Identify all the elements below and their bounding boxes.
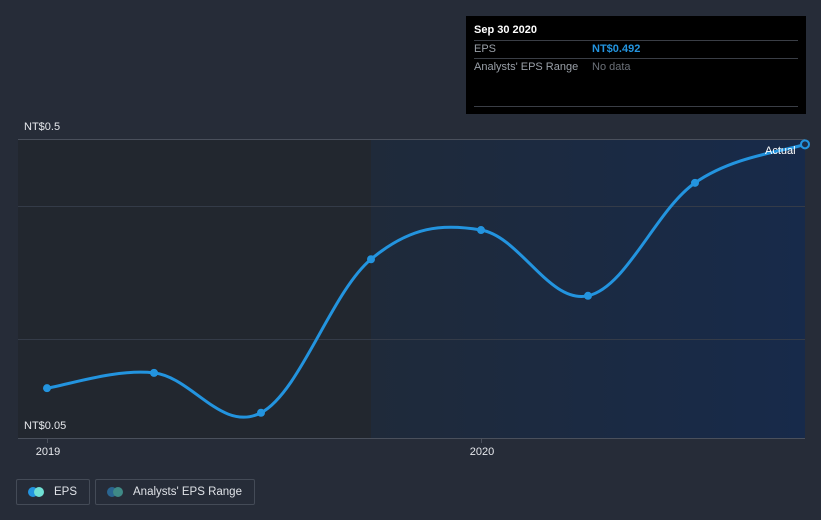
actual-label: Actual [765,145,796,157]
legend-range-label: Analysts' EPS Range [133,486,242,498]
legend-eps-label: EPS [54,486,78,498]
eps-data-point[interactable] [691,178,699,187]
tooltip-eps-value: NT$0.492 [592,43,641,55]
tooltip: Sep 30 2020 EPS NT$0.492 Analysts' EPS R… [466,16,806,114]
eps-data-point[interactable] [257,408,265,417]
eps-data-point[interactable] [584,291,592,300]
recent-region [371,139,805,438]
tooltip-range-label: Analysts' EPS Range [474,61,579,73]
y-axis-top-label: NT$0.5 [24,121,61,133]
legend-item-eps[interactable]: EPS [16,479,91,505]
tooltip-row-eps: EPS NT$0.492 [474,40,798,58]
eps-data-point[interactable] [477,226,485,235]
tooltip-date: Sep 30 2020 [474,24,537,36]
tooltip-row-range: Analysts' EPS Range No data [474,58,798,76]
eps-data-point[interactable] [367,255,375,264]
analysts-range-legend-icon [107,487,124,497]
eps-data-point[interactable] [150,368,158,377]
past-region [18,139,371,438]
eps-line [45,142,807,419]
chart-plot [18,139,810,443]
legend-item-analysts-range[interactable]: Analysts' EPS Range [95,479,255,505]
y-axis-bottom-label: NT$0.05 [24,420,67,432]
tooltip-divider [474,106,798,107]
tooltip-range-value: No data [592,61,631,73]
x-tick-label-2020: 2020 [469,446,495,458]
eps-data-point[interactable] [43,384,51,393]
eps-data-point[interactable] [800,139,810,150]
eps-legend-icon [28,487,44,497]
legend: EPS Analysts' EPS Range [16,479,255,505]
x-tick-label-2019: 2019 [35,446,61,458]
tooltip-eps-label: EPS [474,43,497,55]
eps-chart: NT$0.5 NT$0.05 2019 2020 Actual Sep 30 2… [18,16,810,458]
